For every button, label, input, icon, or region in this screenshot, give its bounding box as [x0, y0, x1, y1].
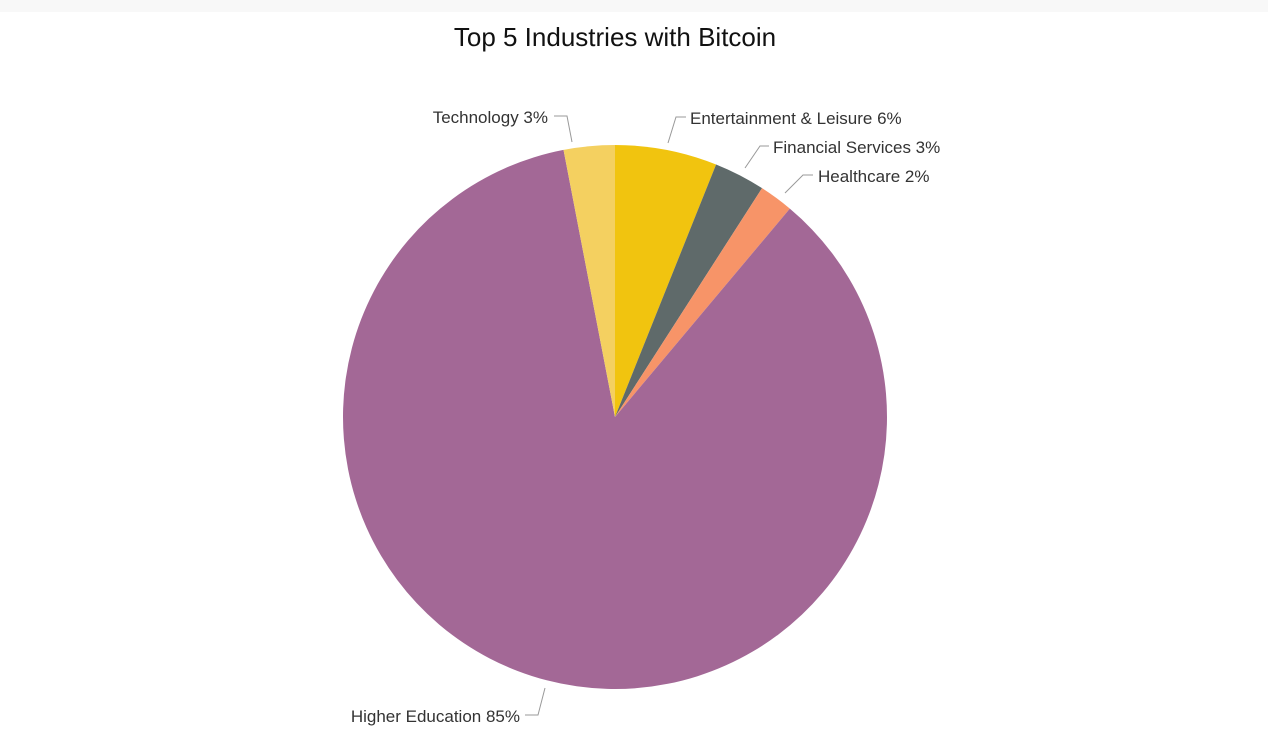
- pie-slice-healthcare: [615, 188, 790, 417]
- slice-label-financial-services: Financial Services 3%: [773, 138, 940, 157]
- pie-slice-financial-services: [615, 164, 763, 417]
- slice-label-healthcare: Healthcare 2%: [818, 167, 930, 186]
- pie-slice-entertainment-leisure: [615, 144, 717, 417]
- slice-label-entertainment-leisure: Entertainment & Leisure 6%: [690, 109, 902, 128]
- chart-title: Top 5 Industries with Bitcoin: [453, 22, 777, 52]
- pie-slice-technology: [563, 145, 615, 417]
- leader-line-financial-services: [744, 145, 769, 169]
- leader-line-healthcare: [784, 174, 813, 194]
- top-strip: [0, 0, 1268, 12]
- leader-line-technology: [554, 115, 573, 143]
- leader-line-higher-education: [525, 687, 546, 716]
- pie-slice-higher-education: [343, 149, 888, 690]
- slice-label-technology: Technology 3%: [433, 108, 548, 127]
- slice-label-higher-education: Higher Education 85%: [351, 707, 520, 726]
- leader-line-entertainment-leisure: [667, 116, 686, 144]
